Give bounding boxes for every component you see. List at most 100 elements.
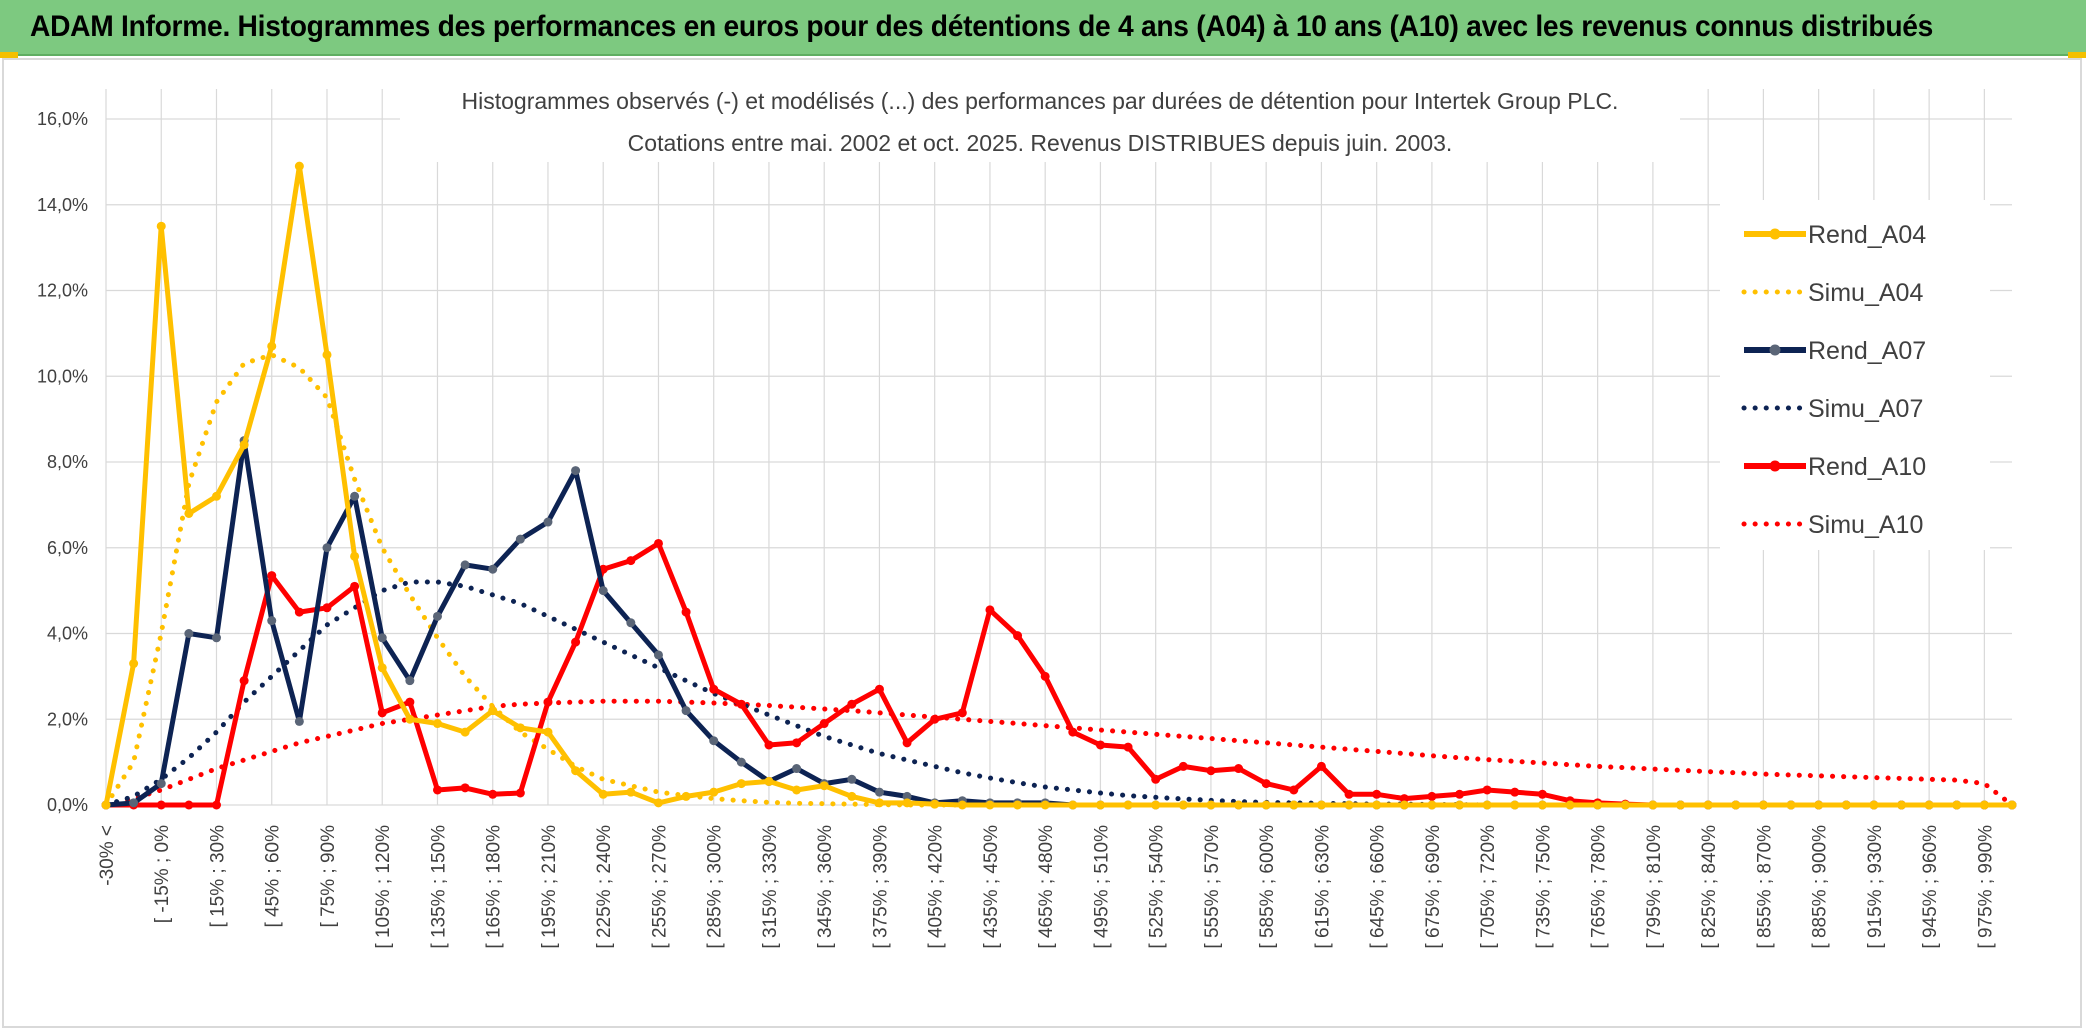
legend-item-rend_a07: Rend_A07 bbox=[1744, 337, 1926, 365]
data-point bbox=[847, 791, 857, 801]
legend-item-simu_a04: Simu_A04 bbox=[1741, 279, 1923, 307]
data-point bbox=[239, 440, 249, 450]
data-point bbox=[764, 776, 774, 786]
x-tick-label: [ 405% ; 420% bbox=[926, 825, 947, 949]
data-point bbox=[1372, 789, 1382, 799]
x-tick-label: [ 45% ; 60% bbox=[263, 825, 284, 928]
data-point bbox=[405, 714, 415, 724]
data-point bbox=[1123, 800, 1133, 810]
report-banner: ADAM Informe. Histogrammes des performan… bbox=[0, 0, 2086, 56]
x-tick-label: [ 15% ; 30% bbox=[207, 825, 228, 928]
x-tick-label: [ 195% ; 210% bbox=[539, 825, 560, 949]
data-point bbox=[1814, 800, 1824, 810]
data-point bbox=[1703, 800, 1713, 810]
x-tick-label: [ 645% ; 660% bbox=[1368, 825, 1389, 949]
data-point bbox=[1068, 727, 1078, 737]
series-simu_a10 bbox=[103, 698, 2015, 808]
x-tick-label: [ 525% ; 540% bbox=[1147, 825, 1168, 949]
x-tick-label: -30% < bbox=[97, 825, 118, 886]
x-tick-label: [ 945% ; 960% bbox=[1920, 825, 1941, 949]
data-point bbox=[377, 708, 387, 718]
legend-item-simu_a07: Simu_A07 bbox=[1741, 395, 1923, 423]
x-tick-label: [ 105% ; 120% bbox=[373, 825, 394, 949]
x-tick-label: [ 765% ; 780% bbox=[1589, 825, 1610, 949]
legend-marker bbox=[1769, 228, 1781, 240]
data-point bbox=[653, 650, 663, 660]
x-tick-label: [ 735% ; 750% bbox=[1533, 825, 1554, 949]
legend-label: Simu_A04 bbox=[1808, 279, 1923, 307]
data-point bbox=[267, 571, 277, 581]
x-tick-label: [ 375% ; 390% bbox=[870, 825, 891, 949]
data-point bbox=[515, 788, 525, 798]
y-tick-label: 6,0% bbox=[47, 538, 88, 558]
data-point bbox=[1206, 766, 1216, 776]
data-point bbox=[1234, 800, 1244, 810]
data-point bbox=[1234, 764, 1244, 774]
legend: Rend_A04 Simu_A04 Rend_A07 Simu_A07 Rend_A10… bbox=[1741, 221, 1926, 539]
x-tick-label: [ 615% ; 630% bbox=[1312, 825, 1333, 949]
series-line bbox=[103, 579, 2015, 808]
data-point bbox=[405, 697, 415, 707]
legend-marker bbox=[1769, 460, 1781, 472]
data-point bbox=[350, 491, 360, 501]
data-point bbox=[1289, 800, 1299, 810]
data-point bbox=[460, 783, 470, 793]
data-point bbox=[1565, 800, 1575, 810]
data-point bbox=[350, 551, 360, 561]
data-point bbox=[1979, 800, 1989, 810]
data-point bbox=[626, 618, 636, 628]
data-point bbox=[764, 740, 774, 750]
data-point bbox=[377, 663, 387, 673]
data-point bbox=[1952, 800, 1962, 810]
data-point bbox=[1095, 800, 1105, 810]
data-point bbox=[129, 798, 139, 808]
chart-subtitle: Cotations entre mai. 2002 et oct. 2025. … bbox=[628, 130, 1453, 156]
data-point bbox=[1095, 740, 1105, 750]
data-point bbox=[156, 779, 166, 789]
data-point bbox=[598, 586, 608, 596]
data-point bbox=[515, 534, 525, 544]
data-point bbox=[460, 560, 470, 570]
title-background bbox=[400, 80, 1680, 162]
data-point bbox=[1399, 794, 1409, 804]
series-line bbox=[103, 698, 2015, 808]
x-tick-label: [ 285% ; 300% bbox=[705, 825, 726, 949]
data-point bbox=[1040, 800, 1050, 810]
data-point bbox=[129, 659, 139, 669]
data-point bbox=[1455, 789, 1465, 799]
data-point bbox=[1151, 774, 1161, 784]
data-point bbox=[515, 723, 525, 733]
x-tick-label: [ 855% ; 870% bbox=[1754, 825, 1775, 949]
data-point bbox=[1869, 800, 1879, 810]
data-point bbox=[902, 798, 912, 808]
data-point bbox=[957, 800, 967, 810]
x-tick-label: [ 825% ; 840% bbox=[1699, 825, 1720, 949]
series-layer bbox=[101, 161, 2017, 810]
data-point bbox=[653, 798, 663, 808]
x-tick-label: [ 555% ; 570% bbox=[1202, 825, 1223, 949]
legend-item-simu_a10: Simu_A10 bbox=[1741, 511, 1923, 539]
data-point bbox=[653, 538, 663, 548]
data-point bbox=[1924, 800, 1934, 810]
data-point bbox=[709, 684, 719, 694]
data-point bbox=[1151, 800, 1161, 810]
x-tick-label: [ 495% ; 510% bbox=[1091, 825, 1112, 949]
data-point bbox=[1786, 800, 1796, 810]
y-tick-label: 14,0% bbox=[37, 195, 88, 215]
x-tick-label: [ 75% ; 90% bbox=[318, 825, 339, 928]
data-point bbox=[211, 491, 221, 501]
data-point bbox=[1289, 785, 1299, 795]
data-point bbox=[792, 785, 802, 795]
legend-item-rend_a04: Rend_A04 bbox=[1744, 221, 1926, 249]
y-axis: 0,0% 2,0% 4,0% 6,0% 8,0% 10,0% 12,0% 14,0% 16,0% bbox=[37, 109, 88, 815]
data-point bbox=[1676, 800, 1686, 810]
legend-label: Rend_A10 bbox=[1808, 453, 1926, 481]
data-point bbox=[1399, 800, 1409, 810]
data-point bbox=[350, 581, 360, 591]
series-line bbox=[103, 163, 2012, 808]
x-tick-label: [ 975% ; 990% bbox=[1975, 825, 1996, 949]
data-point bbox=[294, 161, 304, 171]
data-point bbox=[322, 543, 332, 553]
data-point bbox=[1841, 800, 1851, 810]
data-point bbox=[874, 798, 884, 808]
